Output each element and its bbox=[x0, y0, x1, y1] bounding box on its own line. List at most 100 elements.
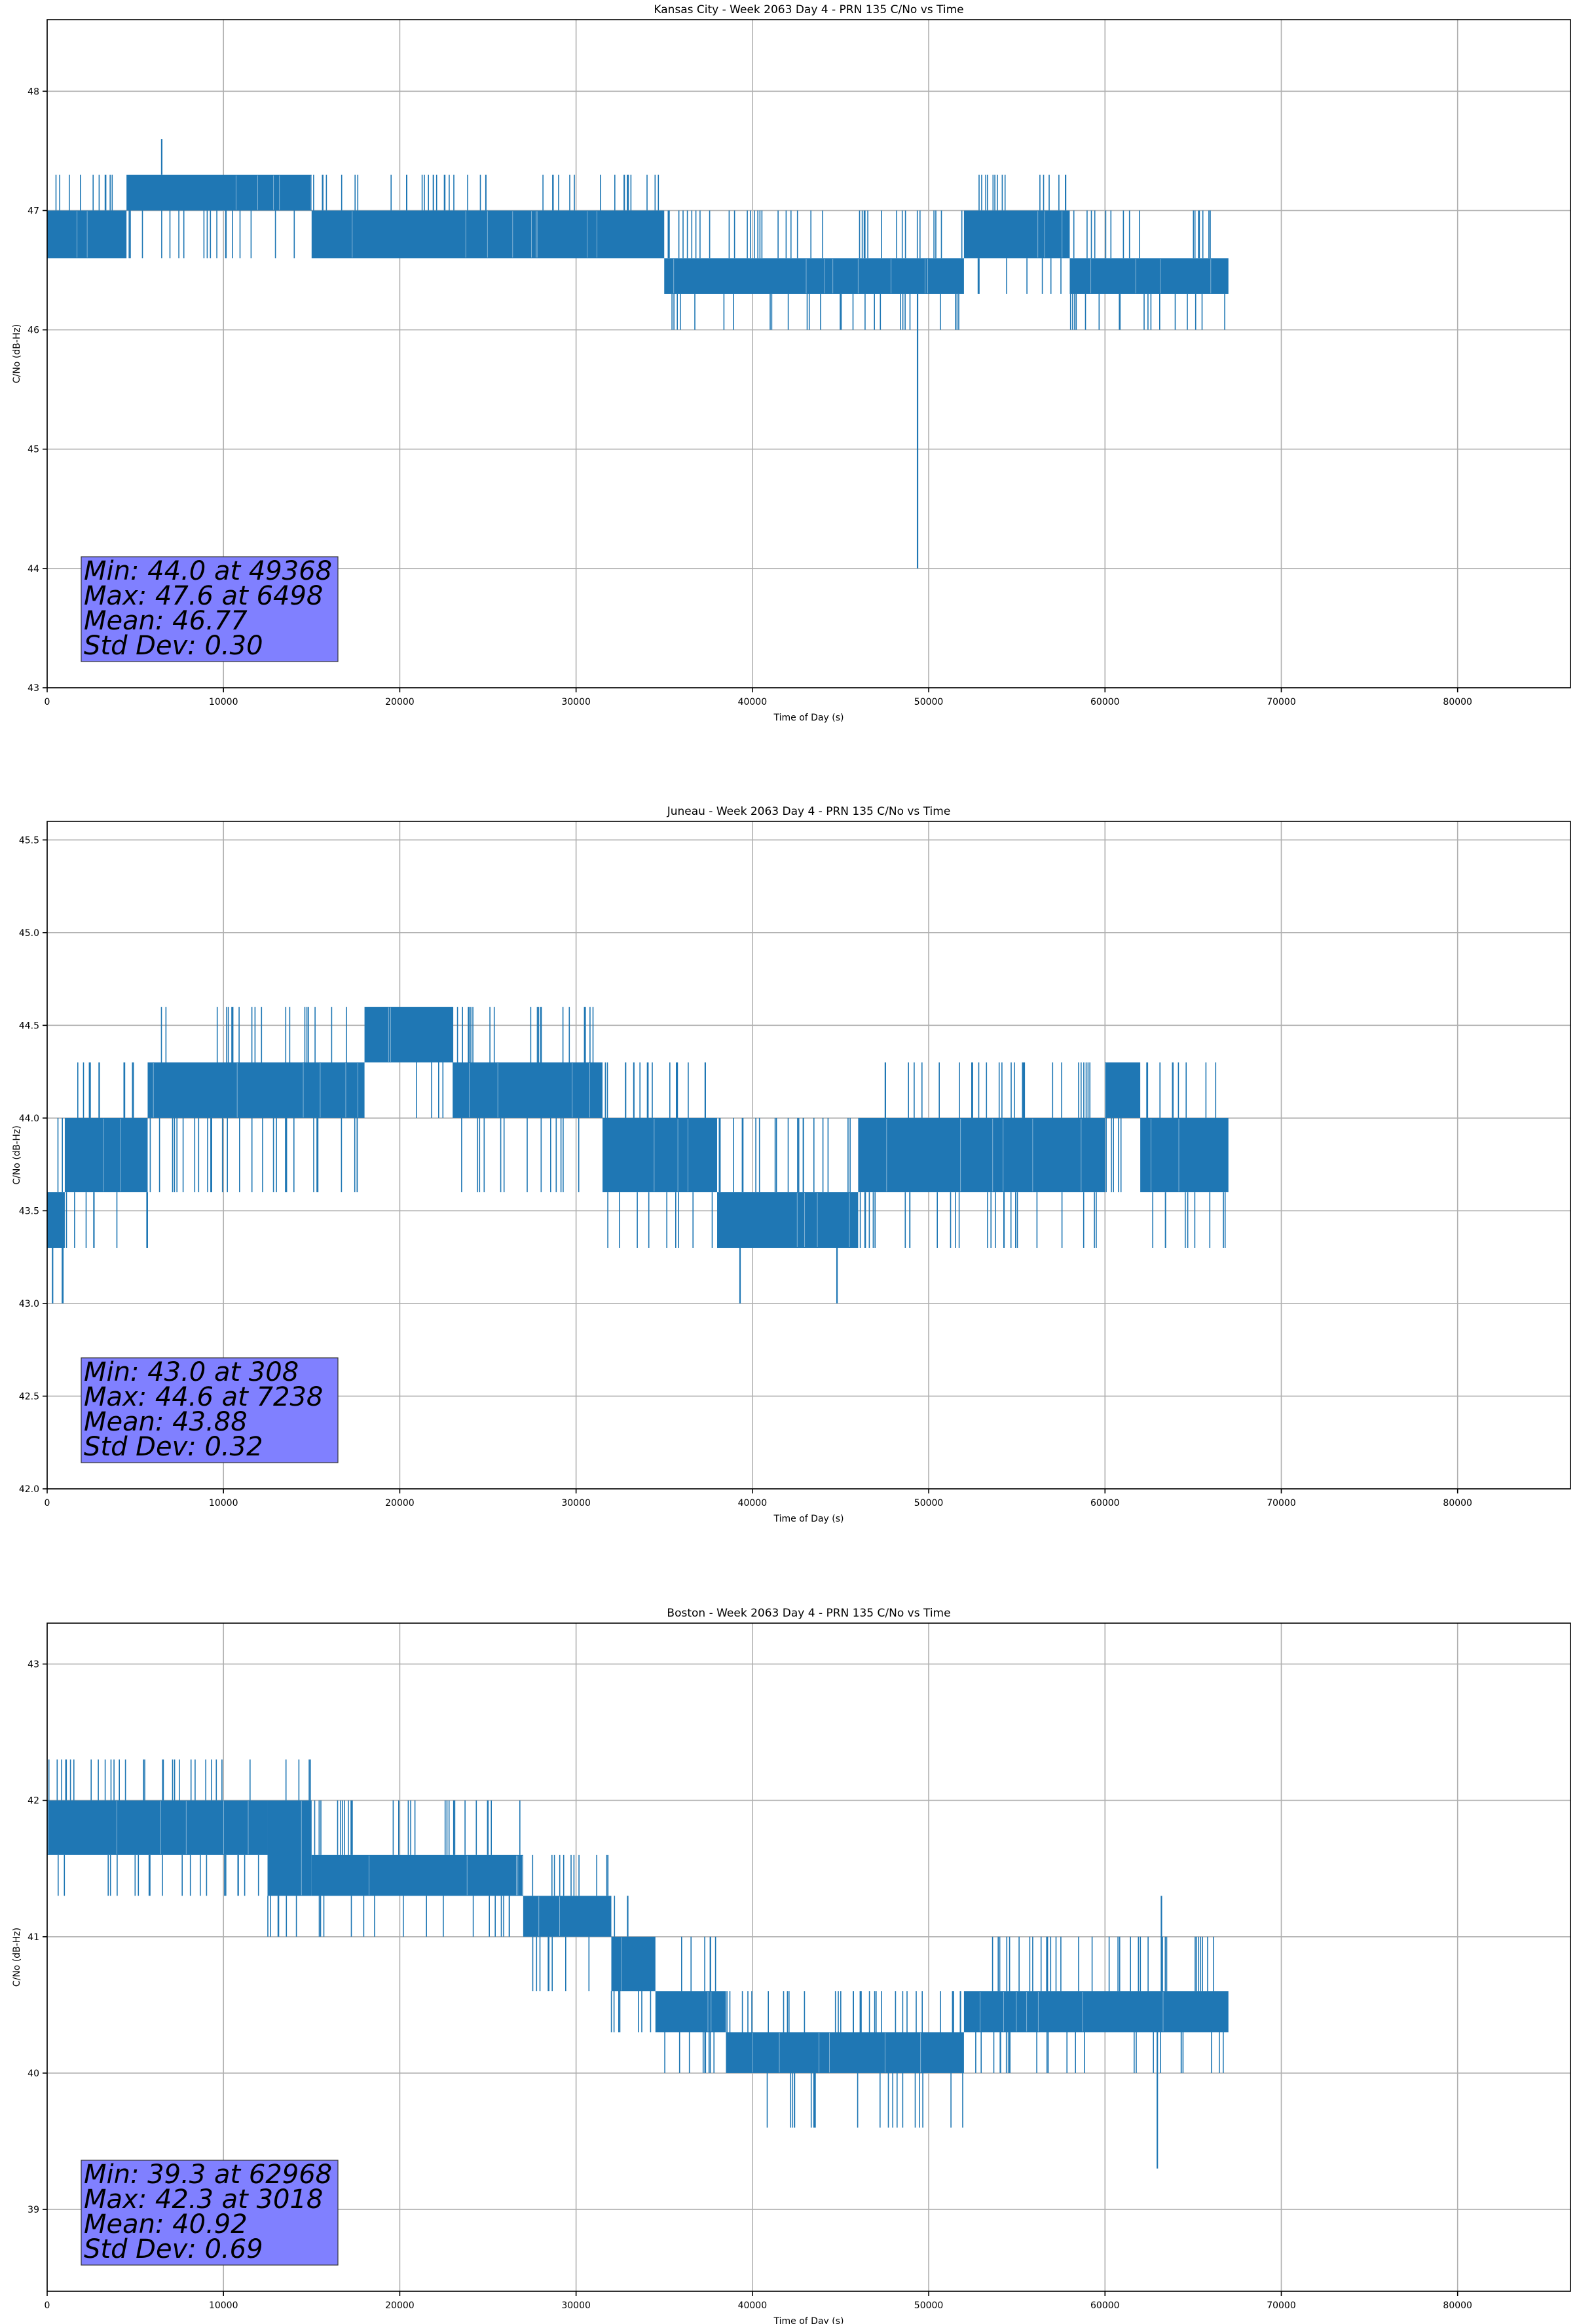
axes-frame bbox=[46, 821, 1571, 1490]
x-tick-label: 50000 bbox=[914, 1498, 944, 1509]
data-band bbox=[311, 210, 665, 259]
x-tick-label: 80000 bbox=[1443, 2300, 1472, 2311]
y-tick-label: 45 bbox=[28, 445, 39, 455]
stats-line: Max: 44.6 at 7238 bbox=[84, 1382, 323, 1412]
data-excursions bbox=[57, 1007, 1226, 1303]
y-tick-label: 39 bbox=[28, 2205, 39, 2215]
x-tick-label: 70000 bbox=[1267, 697, 1296, 707]
x-tick-label: 60000 bbox=[1090, 1498, 1120, 1509]
data-band bbox=[611, 1936, 656, 1992]
x-tick-label: 10000 bbox=[209, 697, 238, 707]
stats-line: Max: 47.6 at 6498 bbox=[84, 581, 323, 611]
x-tick-label: 40000 bbox=[738, 697, 768, 707]
data-band bbox=[717, 1192, 859, 1248]
data-band bbox=[364, 1007, 453, 1062]
chart-title: Juneau - Week 2063 Day 4 - PRN 135 C/No … bbox=[667, 805, 951, 818]
y-tick-label: 48 bbox=[28, 86, 39, 97]
stats-box-background bbox=[81, 556, 339, 662]
data-band bbox=[47, 210, 127, 259]
y-tick-label: 42 bbox=[28, 1796, 39, 1807]
y-tick-label: 43.0 bbox=[19, 1299, 39, 1309]
x-axis-label: Time of Day (s) bbox=[773, 1514, 844, 1524]
stats-line: Max: 42.3 at 3018 bbox=[84, 2184, 323, 2215]
y-tick-label: 46 bbox=[28, 326, 39, 336]
x-tick-label: 30000 bbox=[561, 697, 591, 707]
stats-line: Min: 44.0 at 49368 bbox=[84, 556, 332, 586]
y-tick-label: 41 bbox=[28, 1932, 39, 1943]
stats-line: Std Dev: 0.30 bbox=[84, 631, 263, 661]
y-tick-label: 42.0 bbox=[19, 1484, 39, 1495]
y-tick-label: 45.0 bbox=[19, 928, 39, 939]
y-tick-label: 45.5 bbox=[19, 835, 39, 846]
chart-panel-2: 0 10000 20000 30000 40000 50000 60000 70000 8000… bbox=[12, 1607, 1571, 2324]
data-band bbox=[963, 210, 1070, 259]
data-band bbox=[655, 1991, 726, 2033]
y-tick-label: 44.0 bbox=[19, 1114, 39, 1124]
x-tick-label: 30000 bbox=[561, 2300, 591, 2311]
data-band bbox=[47, 1192, 65, 1248]
x-tick-label: 0 bbox=[45, 697, 50, 707]
x-tick-label: 20000 bbox=[385, 2300, 415, 2311]
stats-line: Mean: 43.88 bbox=[84, 1407, 248, 1437]
stats-box-background bbox=[81, 2160, 339, 2266]
x-tick-label: 60000 bbox=[1090, 2300, 1120, 2311]
data-band bbox=[963, 1991, 1229, 2033]
data-band bbox=[1140, 1117, 1229, 1193]
x-tick-label: 20000 bbox=[385, 697, 415, 707]
data-band bbox=[726, 2032, 964, 2073]
data-band bbox=[453, 1062, 603, 1118]
axes-frame bbox=[46, 1622, 1571, 2292]
x-tick-label: 10000 bbox=[209, 1498, 238, 1509]
y-tick-label: 47 bbox=[28, 206, 39, 216]
x-axis-label: Time of Day (s) bbox=[773, 713, 844, 723]
stats-line: Mean: 46.77 bbox=[84, 606, 248, 636]
x-tick-label: 40000 bbox=[738, 1498, 768, 1509]
stats-line: Min: 39.3 at 62968 bbox=[84, 2160, 332, 2190]
data-band bbox=[64, 1117, 148, 1193]
data-band bbox=[147, 1062, 365, 1118]
y-tick-label: 43 bbox=[28, 1659, 39, 1670]
data-band bbox=[603, 1117, 718, 1193]
x-tick-label: 30000 bbox=[561, 1498, 591, 1509]
y-tick-label: 42.5 bbox=[19, 1391, 39, 1402]
stats-line: Std Dev: 0.32 bbox=[84, 1432, 263, 1462]
y-axis-label: C/No (dB-Hz) bbox=[12, 324, 22, 383]
y-tick-label: 44.5 bbox=[19, 1021, 39, 1031]
x-tick-label: 60000 bbox=[1090, 697, 1120, 707]
data-band bbox=[47, 1800, 268, 1855]
data-band bbox=[664, 258, 964, 294]
x-tick-label: 50000 bbox=[914, 697, 944, 707]
stats-line: Std Dev: 0.69 bbox=[84, 2234, 263, 2264]
y-tick-label: 40 bbox=[28, 2069, 39, 2079]
x-tick-label: 80000 bbox=[1443, 697, 1472, 707]
chart-panel-0: 0 10000 20000 30000 40000 50000 60000 70000 8000… bbox=[12, 3, 1571, 723]
data-band bbox=[311, 1854, 523, 1896]
data-band bbox=[126, 174, 312, 211]
y-axis-label: C/No (dB-Hz) bbox=[12, 1125, 22, 1184]
y-tick-label: 43.5 bbox=[19, 1206, 39, 1216]
x-tick-label: 20000 bbox=[385, 1498, 415, 1509]
x-tick-label: 40000 bbox=[738, 2300, 768, 2311]
data-series-0 bbox=[47, 174, 1229, 330]
data-band bbox=[1069, 258, 1229, 294]
data-band bbox=[267, 1800, 312, 1896]
x-tick-label: 50000 bbox=[914, 2300, 944, 2311]
data-band bbox=[523, 1896, 612, 1937]
x-tick-label: 0 bbox=[45, 1498, 50, 1509]
data-excursions bbox=[48, 1759, 1224, 2128]
data-band bbox=[858, 1117, 1105, 1193]
data-series-0 bbox=[47, 1007, 1229, 1303]
x-tick-label: 70000 bbox=[1267, 1498, 1296, 1509]
chart-panel-1: 0 10000 20000 30000 40000 50000 60000 70000 8000… bbox=[12, 805, 1571, 1524]
x-tick-label: 80000 bbox=[1443, 1498, 1472, 1509]
stats-line: Min: 43.0 at 308 bbox=[84, 1357, 299, 1387]
y-tick-label: 44 bbox=[28, 564, 39, 574]
data-series-0 bbox=[47, 1759, 1229, 2128]
x-axis-label: Time of Day (s) bbox=[773, 2316, 844, 2324]
x-tick-label: 10000 bbox=[209, 2300, 238, 2311]
y-tick-label: 43 bbox=[28, 683, 39, 694]
